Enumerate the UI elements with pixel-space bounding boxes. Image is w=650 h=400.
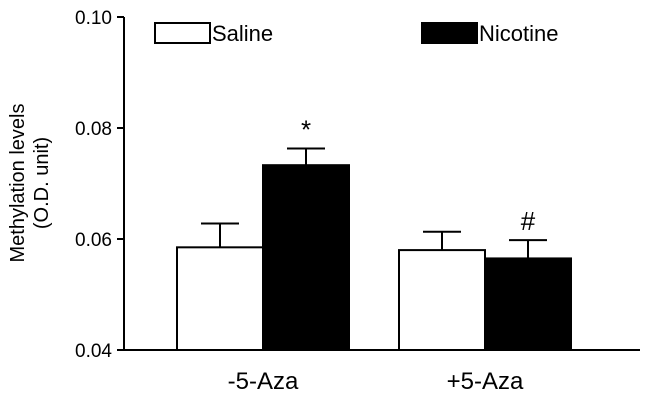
y-tick-label: 0.04 [75, 341, 112, 362]
bar-nicotine-0 [262, 164, 350, 351]
y-axis-title-group: Methylation levels (O.D. unit) [7, 104, 53, 263]
legend-swatch-nicotine [421, 22, 478, 44]
y-ticks: 0.04 0.06 0.08 0.10 [75, 8, 124, 362]
y-tick-label: 0.10 [75, 8, 112, 29]
category-label: +5-Aza [447, 368, 524, 395]
legend: Saline Nicotine [154, 21, 558, 46]
annotations: *# [301, 115, 536, 237]
category-label: -5-Aza [228, 368, 299, 395]
bars [176, 164, 572, 352]
y-tick-label: 0.08 [75, 119, 112, 140]
legend-swatch-saline [154, 22, 211, 44]
legend-label-saline: Saline [212, 21, 273, 46]
category-labels: -5-Aza +5-Aza [228, 368, 524, 395]
legend-label-nicotine: Nicotine [479, 21, 558, 46]
bar-saline-1 [398, 249, 486, 352]
y-axis-title-line2: (O.D. unit) [31, 137, 53, 229]
y-tick-label: 0.06 [75, 230, 112, 251]
bar-saline-0 [176, 246, 264, 351]
error-bars [201, 147, 547, 259]
significance-marker: # [521, 206, 536, 236]
y-axis-title-line1: Methylation levels [7, 104, 29, 263]
significance-marker: * [301, 115, 311, 145]
y-axis-title: Methylation levels (O.D. unit) [7, 104, 53, 263]
bar-nicotine-1 [484, 257, 572, 351]
